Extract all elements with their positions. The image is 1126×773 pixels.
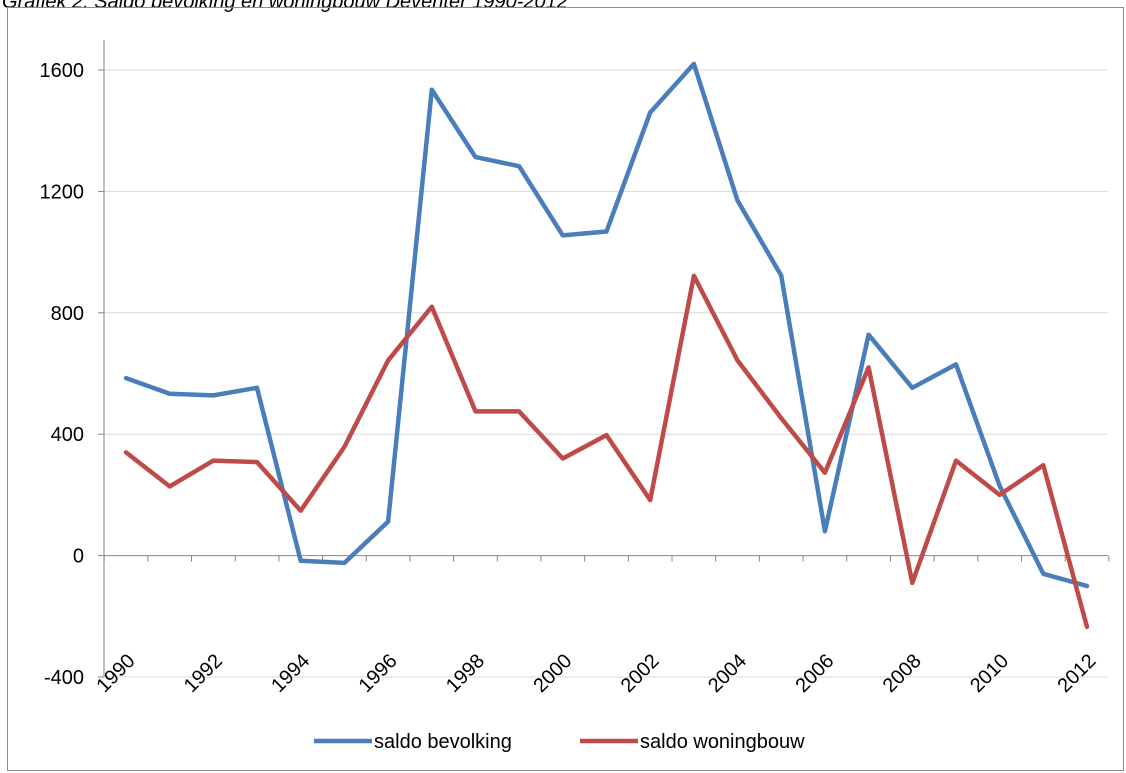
y-tick-label: 0 [73, 546, 84, 568]
y-tick-labels: -400 0 400 800 1200 1600 [40, 60, 85, 689]
y-tick-label: 400 [51, 424, 84, 446]
x-tick-label: 1998 [442, 650, 489, 697]
chart-title: Grafiek 2. Saldo bevolking en woningbouw… [2, 0, 568, 13]
series-line-1 [123, 61, 1090, 589]
legend-label: saldo bevolking [374, 731, 512, 753]
x-tick-label: 2004 [704, 650, 751, 697]
x-tick-label: 2000 [529, 650, 576, 697]
x-tick-label: 1992 [180, 650, 227, 697]
x-tick-label: 1994 [267, 650, 314, 697]
y-tick-label: 1200 [40, 181, 85, 203]
y-tick-label: 800 [51, 303, 84, 325]
x-tick-label: 1990 [93, 650, 140, 697]
x-tick-label: 1996 [355, 650, 402, 697]
y-tick-label: 1600 [40, 60, 85, 82]
chart-frame [7, 7, 1124, 771]
axes [98, 40, 1110, 678]
x-tick-label: 2010 [966, 650, 1013, 697]
series-line-2 [123, 273, 1090, 630]
legend: saldo bevolking saldo woningbouw [314, 731, 805, 753]
y-tick-label: -400 [44, 667, 84, 689]
x-tick-label: 2002 [617, 650, 664, 697]
x-tick-label: 2012 [1054, 650, 1101, 697]
series-lines [123, 61, 1090, 630]
x-tick-labels: 1990 1992 1994 1996 1998 2000 2002 2004 2006 2008… [93, 650, 1101, 697]
x-tick-label: 2006 [791, 650, 838, 697]
x-tick-label: 2008 [879, 650, 926, 697]
legend-label: saldo woningbouw [640, 731, 805, 753]
